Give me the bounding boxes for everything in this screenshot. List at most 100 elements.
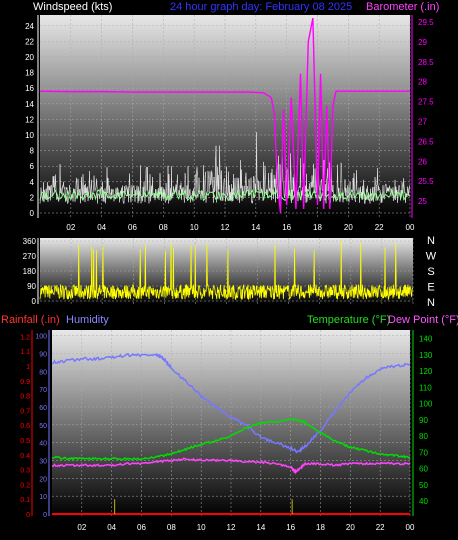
wind-mark <box>382 185 384 198</box>
humidity-axis: 0 10 20 30 40 50 60 70 80 90 100 <box>35 330 50 519</box>
y-tick-label: 25.5 <box>418 177 434 186</box>
wind-mark <box>149 174 151 202</box>
wind-mark <box>318 184 320 191</box>
y-tick-label: 90 <box>419 416 428 425</box>
y-tick-label: 0 <box>30 209 35 218</box>
wind-mark <box>279 164 281 195</box>
y-tick-label: 0 <box>26 512 30 519</box>
wind-mark <box>107 177 109 190</box>
y-tick-label: 27.5 <box>418 98 434 107</box>
wind-mark <box>265 179 267 190</box>
wind-mark <box>374 177 376 185</box>
rainfall-axis: 0 0.1 0.2 0.3 0.4 0.5 0.6 0.7 0.8 0.9 1 1.1 1.2 <box>20 330 33 519</box>
y-tick-label: 270 <box>23 252 37 261</box>
temperature-panel-x-axis: 02 04 06 08 10 12 14 16 18 20 22 00 <box>77 523 415 532</box>
wind-mark <box>123 186 125 204</box>
wind-mark <box>321 179 323 189</box>
x-tick-label: 00 <box>406 523 415 532</box>
wind-mark <box>284 195 286 198</box>
y-tick-label: 70 <box>419 448 428 457</box>
y-tick-label: 4 <box>30 178 35 187</box>
barometer-axis-label: Barometer (.in) <box>366 1 439 13</box>
wind-mark <box>208 183 210 193</box>
y-tick-label: 70 <box>39 387 47 394</box>
wind-mark <box>117 187 119 189</box>
wind-mark <box>212 187 214 189</box>
wind-mark <box>256 132 258 178</box>
wind-mark <box>145 169 147 187</box>
wind-mark <box>259 181 261 191</box>
wind-mark <box>171 166 173 199</box>
wind-mark <box>250 177 252 203</box>
wind-mark <box>248 179 250 194</box>
wind-mark <box>89 171 91 190</box>
wind-mark <box>133 185 135 194</box>
wind-panel-grid <box>40 15 411 218</box>
wind-mark <box>74 196 76 202</box>
wind-mark <box>140 165 142 204</box>
wind-mark <box>93 175 95 187</box>
y-tick-label: 28 <box>418 78 427 87</box>
wind-mark <box>320 182 322 188</box>
wind-mark <box>99 188 101 199</box>
wind-mark <box>152 176 154 195</box>
wind-mark <box>371 198 373 201</box>
wind-mark <box>189 189 191 203</box>
x-tick-label: 12 <box>221 223 230 232</box>
x-tick-label: 04 <box>107 523 116 532</box>
wind-mark <box>314 168 316 188</box>
wind-mark <box>177 174 179 196</box>
wind-mark <box>311 175 313 187</box>
wind-mark <box>347 184 349 194</box>
x-tick-label: 22 <box>375 223 384 232</box>
y-tick-label: 28.5 <box>418 58 434 67</box>
wind-mark <box>94 187 96 192</box>
y-tick-label: 22 <box>25 37 34 46</box>
y-tick-label: 100 <box>419 400 433 409</box>
wind-mark <box>306 189 308 202</box>
wind-mark <box>399 187 401 194</box>
y-tick-label: 130 <box>419 351 433 360</box>
wind-mark <box>297 189 299 202</box>
y-tick-label: 90 <box>39 351 47 358</box>
y-tick-label: 27 <box>418 117 427 126</box>
y-tick-label: 180 <box>23 267 37 276</box>
wind-mark <box>351 194 353 200</box>
wind-mark <box>184 173 186 179</box>
wind-mark <box>48 185 50 187</box>
wind-mark <box>60 187 62 195</box>
wind-mark <box>224 178 226 194</box>
y-tick-label: 6 <box>30 162 35 171</box>
wind-mark <box>204 177 206 193</box>
y-tick-label: 50 <box>39 423 47 430</box>
wind-mark <box>92 185 94 194</box>
wind-mark <box>63 181 65 189</box>
wind-mark <box>203 192 205 198</box>
wind-mark <box>383 197 385 199</box>
wind-mark <box>268 172 270 187</box>
wind-mark <box>97 194 99 204</box>
wind-mark <box>340 162 342 196</box>
wind-mark <box>55 174 57 189</box>
windspeed-axis-label: Windspeed (kts) <box>33 1 112 13</box>
wind-mark <box>337 164 339 187</box>
y-tick-label: 2 <box>30 193 35 202</box>
wind-mark <box>81 176 83 187</box>
wind-mark <box>388 185 390 193</box>
wind-mark <box>245 172 247 193</box>
wind-mark <box>407 186 409 189</box>
wind-mark <box>271 168 273 195</box>
wind-mark <box>308 188 310 192</box>
wind-mark <box>238 178 240 191</box>
wind-mark <box>147 167 149 198</box>
wind-mark <box>58 200 60 202</box>
y-tick-label: 40 <box>39 441 47 448</box>
wind-mark <box>336 193 338 200</box>
wind-mark <box>109 192 111 195</box>
wind-mark <box>210 170 212 184</box>
wind-mark <box>211 170 213 173</box>
temperature-panel: Rainfall (.in) Humidity Temperature (°F)… <box>1 314 458 532</box>
wind-mark <box>219 169 221 180</box>
